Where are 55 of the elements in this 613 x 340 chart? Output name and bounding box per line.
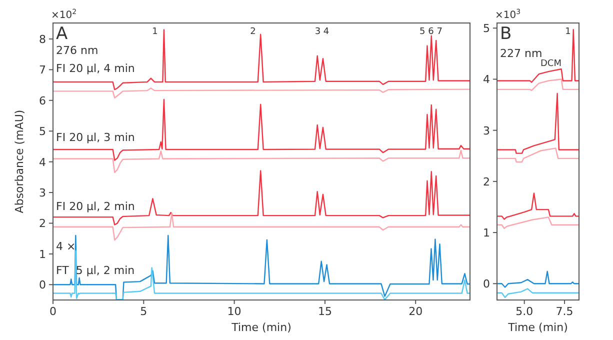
annotation: FI 20 µl, 3 min xyxy=(56,131,135,144)
line-series xyxy=(53,250,470,300)
y-tick-label: 8 xyxy=(39,32,46,46)
line-series xyxy=(53,212,470,241)
y-tick-label: 2 xyxy=(39,217,46,230)
x-axis-title: Time (min) xyxy=(230,321,292,334)
line-series xyxy=(497,216,579,230)
y-tick-label: 4 xyxy=(39,156,46,169)
annotation: 1 xyxy=(565,27,571,37)
line-series xyxy=(53,150,470,174)
annotation: 227 nm xyxy=(500,47,542,60)
y-tick-label: 6 xyxy=(39,94,46,108)
annotation: DCM xyxy=(540,59,562,69)
line-series xyxy=(53,234,470,300)
y-tick-label: 5 xyxy=(39,125,46,138)
line-series xyxy=(497,288,579,298)
annotation: 3 4 xyxy=(314,27,330,37)
text: ×10$^{2}$ xyxy=(51,8,77,21)
y-tick-label: 7 xyxy=(39,64,46,77)
x-tick-label: 20 xyxy=(408,305,423,318)
x-tick-label: 15 xyxy=(318,305,332,318)
annotation: 1 xyxy=(152,27,158,37)
x-tick-label: 0 xyxy=(50,305,56,318)
annotation: FI 20 µl, 4 min xyxy=(56,62,135,75)
annotation: 4 × xyxy=(56,240,76,253)
y-tick-label: 4 xyxy=(483,73,490,86)
y-tick-label: 3 xyxy=(39,186,46,200)
text: ×10$^{3}$ xyxy=(495,8,521,21)
y-tick-label: 1 xyxy=(39,248,46,261)
annotation: B xyxy=(500,24,512,44)
line-series xyxy=(53,98,470,161)
x-axis-title: Time (min) xyxy=(507,321,568,334)
line-series xyxy=(497,92,579,154)
annotation: FI 20 µl, 2 min xyxy=(56,200,135,213)
y-tick-label: 1 xyxy=(483,226,490,240)
y-tick-label: 3 xyxy=(483,124,490,138)
line-series xyxy=(497,192,579,220)
line-series xyxy=(497,78,579,92)
annotation: A xyxy=(56,24,68,44)
line-series xyxy=(497,148,579,163)
line-series xyxy=(53,88,470,99)
x-tick-label: 5 xyxy=(140,305,148,318)
annotation: 276 nm xyxy=(56,44,98,57)
y-tick-label: 5 xyxy=(483,22,490,36)
annotation: 5 6 7 xyxy=(420,27,442,37)
line-series xyxy=(53,170,470,226)
y-axis-title: Absorbance (mAU) xyxy=(13,110,26,214)
x-tick-label: 5.0 xyxy=(516,305,534,318)
y-tick-label: 2 xyxy=(483,175,490,188)
y-tick-label: 0 xyxy=(483,278,490,291)
y-tick-label: 0 xyxy=(39,278,46,292)
line-series xyxy=(497,270,579,288)
x-tick-label: 7.5 xyxy=(556,305,574,318)
annotation: 2 xyxy=(250,27,256,37)
x-tick-label: 10 xyxy=(227,305,242,318)
